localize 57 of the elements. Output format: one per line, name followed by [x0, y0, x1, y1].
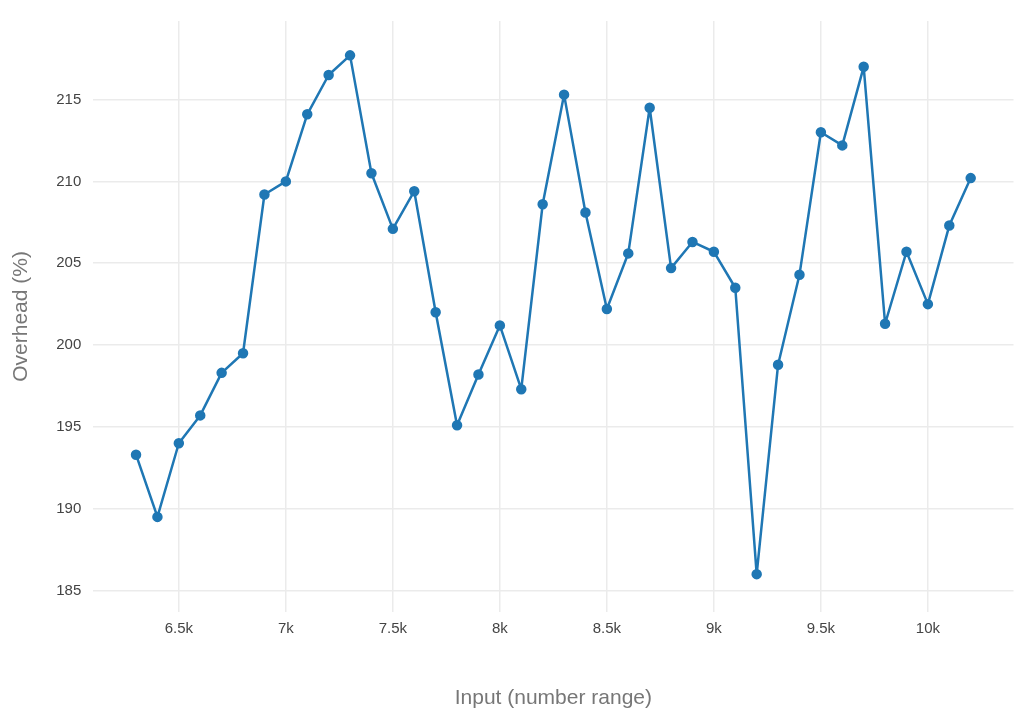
point: [730, 282, 741, 294]
point: [858, 61, 869, 73]
point: [301, 109, 313, 120]
point: [259, 189, 270, 200]
point: [409, 185, 420, 197]
point: [280, 176, 292, 187]
point: [794, 269, 805, 280]
point: [751, 568, 762, 580]
point: [173, 437, 185, 449]
point: [644, 102, 655, 113]
x-tick-label: 9.5k: [806, 618, 836, 636]
x-tick-label: 8.5k: [592, 618, 622, 636]
point: [687, 236, 698, 248]
x-tick-label: 10k: [915, 618, 941, 636]
y-tick-label: 215: [56, 89, 82, 107]
point: [922, 298, 934, 310]
point: [944, 220, 955, 231]
point: [623, 248, 634, 259]
point: [130, 449, 142, 460]
point: [965, 172, 976, 184]
point: [194, 410, 206, 421]
x-tick-label: 7k: [277, 618, 295, 636]
point: [580, 207, 591, 218]
point: [901, 246, 912, 258]
point: [815, 127, 827, 138]
y-tick-label: 205: [56, 253, 82, 271]
point: [516, 383, 527, 395]
point: [152, 511, 163, 523]
y-axis-title: Overhead (%): [8, 251, 32, 382]
x-tick-label: 6.5k: [164, 618, 194, 636]
y-tick-label: 185: [56, 580, 82, 598]
point: [601, 303, 613, 315]
point: [323, 69, 334, 81]
point: [451, 419, 463, 431]
x-axis-title: Input (number range): [454, 685, 652, 709]
point: [216, 367, 227, 379]
point: [558, 89, 570, 100]
y-tick-label: 200: [56, 335, 82, 353]
x-tick-label: 8k: [491, 618, 509, 636]
y-tick-label: 195: [56, 417, 82, 435]
point: [665, 262, 677, 274]
point: [708, 246, 720, 258]
point: [430, 307, 441, 318]
point: [387, 223, 399, 235]
x-tick-label: 7.5k: [378, 618, 408, 636]
point: [344, 50, 356, 61]
point: [772, 359, 784, 370]
point: [879, 318, 891, 330]
point: [537, 199, 548, 210]
point: [237, 347, 249, 359]
point: [837, 140, 848, 151]
x-tick-label: 9k: [705, 618, 723, 636]
point: [473, 369, 484, 380]
point: [494, 320, 506, 331]
y-tick-label: 190: [56, 498, 82, 516]
y-tick-label: 210: [56, 171, 82, 189]
point: [366, 167, 377, 179]
